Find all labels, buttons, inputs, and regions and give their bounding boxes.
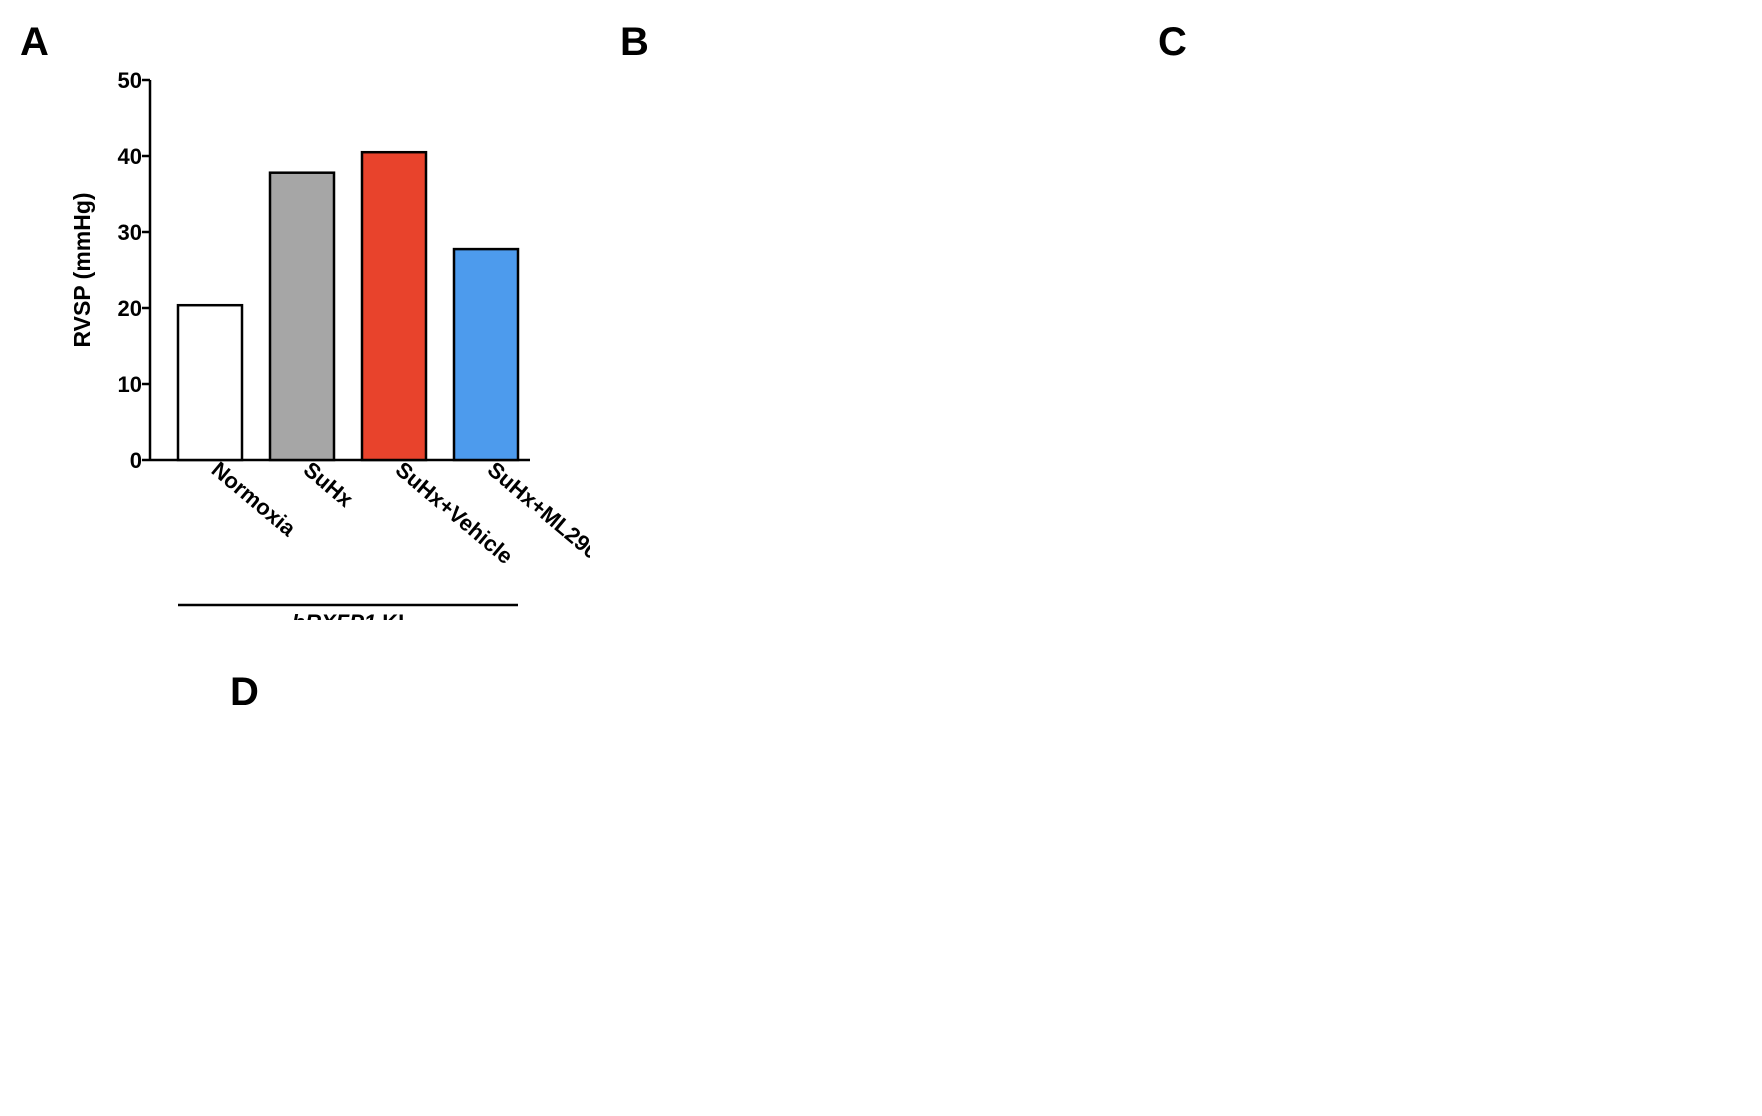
svg-text:SuHx: SuHx (299, 457, 359, 513)
svg-text:30: 30 (118, 220, 142, 245)
svg-text:0: 0 (130, 448, 142, 473)
svg-text:50: 50 (118, 68, 142, 93)
svg-text:hRXFP1 KI: hRXFP1 KI (292, 610, 404, 620)
svg-text:RVSP (mmHg): RVSP (mmHg) (70, 192, 95, 347)
svg-text:10: 10 (118, 372, 142, 397)
svg-text:Normoxia: Normoxia (207, 457, 301, 542)
svg-text:40: 40 (118, 144, 142, 169)
svg-text:20: 20 (118, 296, 142, 321)
